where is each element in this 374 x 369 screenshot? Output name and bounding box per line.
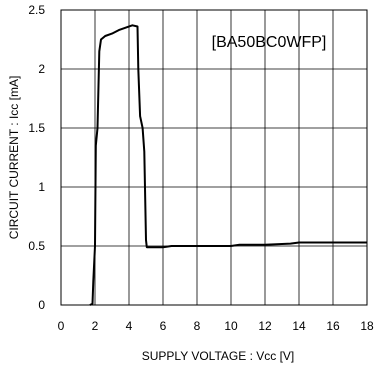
x-axis-title: SUPPLY VOLTAGE : Vcc [V]: [142, 349, 295, 363]
x-tick-label: 12: [258, 319, 272, 333]
current-series-line: [89, 24, 367, 306]
x-tick-label: 2: [92, 319, 99, 333]
grid-layer: [61, 10, 367, 305]
x-tick-label: 18: [360, 319, 374, 333]
plot-frame: [60, 9, 368, 306]
x-tick-label: 10: [224, 319, 238, 333]
y-tick-label: 0.5: [28, 239, 45, 253]
y-axis-title: CIRCUIT CURRENT : Icc [mA]: [7, 76, 21, 240]
x-tick-label: 16: [326, 319, 340, 333]
part-number-annotation: [BA50BC0WFP]: [212, 34, 327, 51]
y-tick-label: 0: [38, 298, 45, 312]
y-tick-label: 1.5: [28, 121, 45, 135]
x-tick-label: 6: [160, 319, 167, 333]
x-tick-labels: 0 2 4 6 8 10 12 14 16 18: [58, 319, 374, 333]
x-tick-label: 4: [126, 319, 133, 333]
y-tick-labels: 0 0.5 1 1.5 2 2.5: [28, 3, 45, 312]
x-tick-label: 0: [58, 319, 65, 333]
x-tick-label: 8: [194, 319, 201, 333]
x-tick-label: 14: [292, 319, 306, 333]
y-tick-label: 1: [38, 180, 45, 194]
y-tick-label: 2.5: [28, 3, 45, 17]
y-tick-label: 2: [38, 62, 45, 76]
